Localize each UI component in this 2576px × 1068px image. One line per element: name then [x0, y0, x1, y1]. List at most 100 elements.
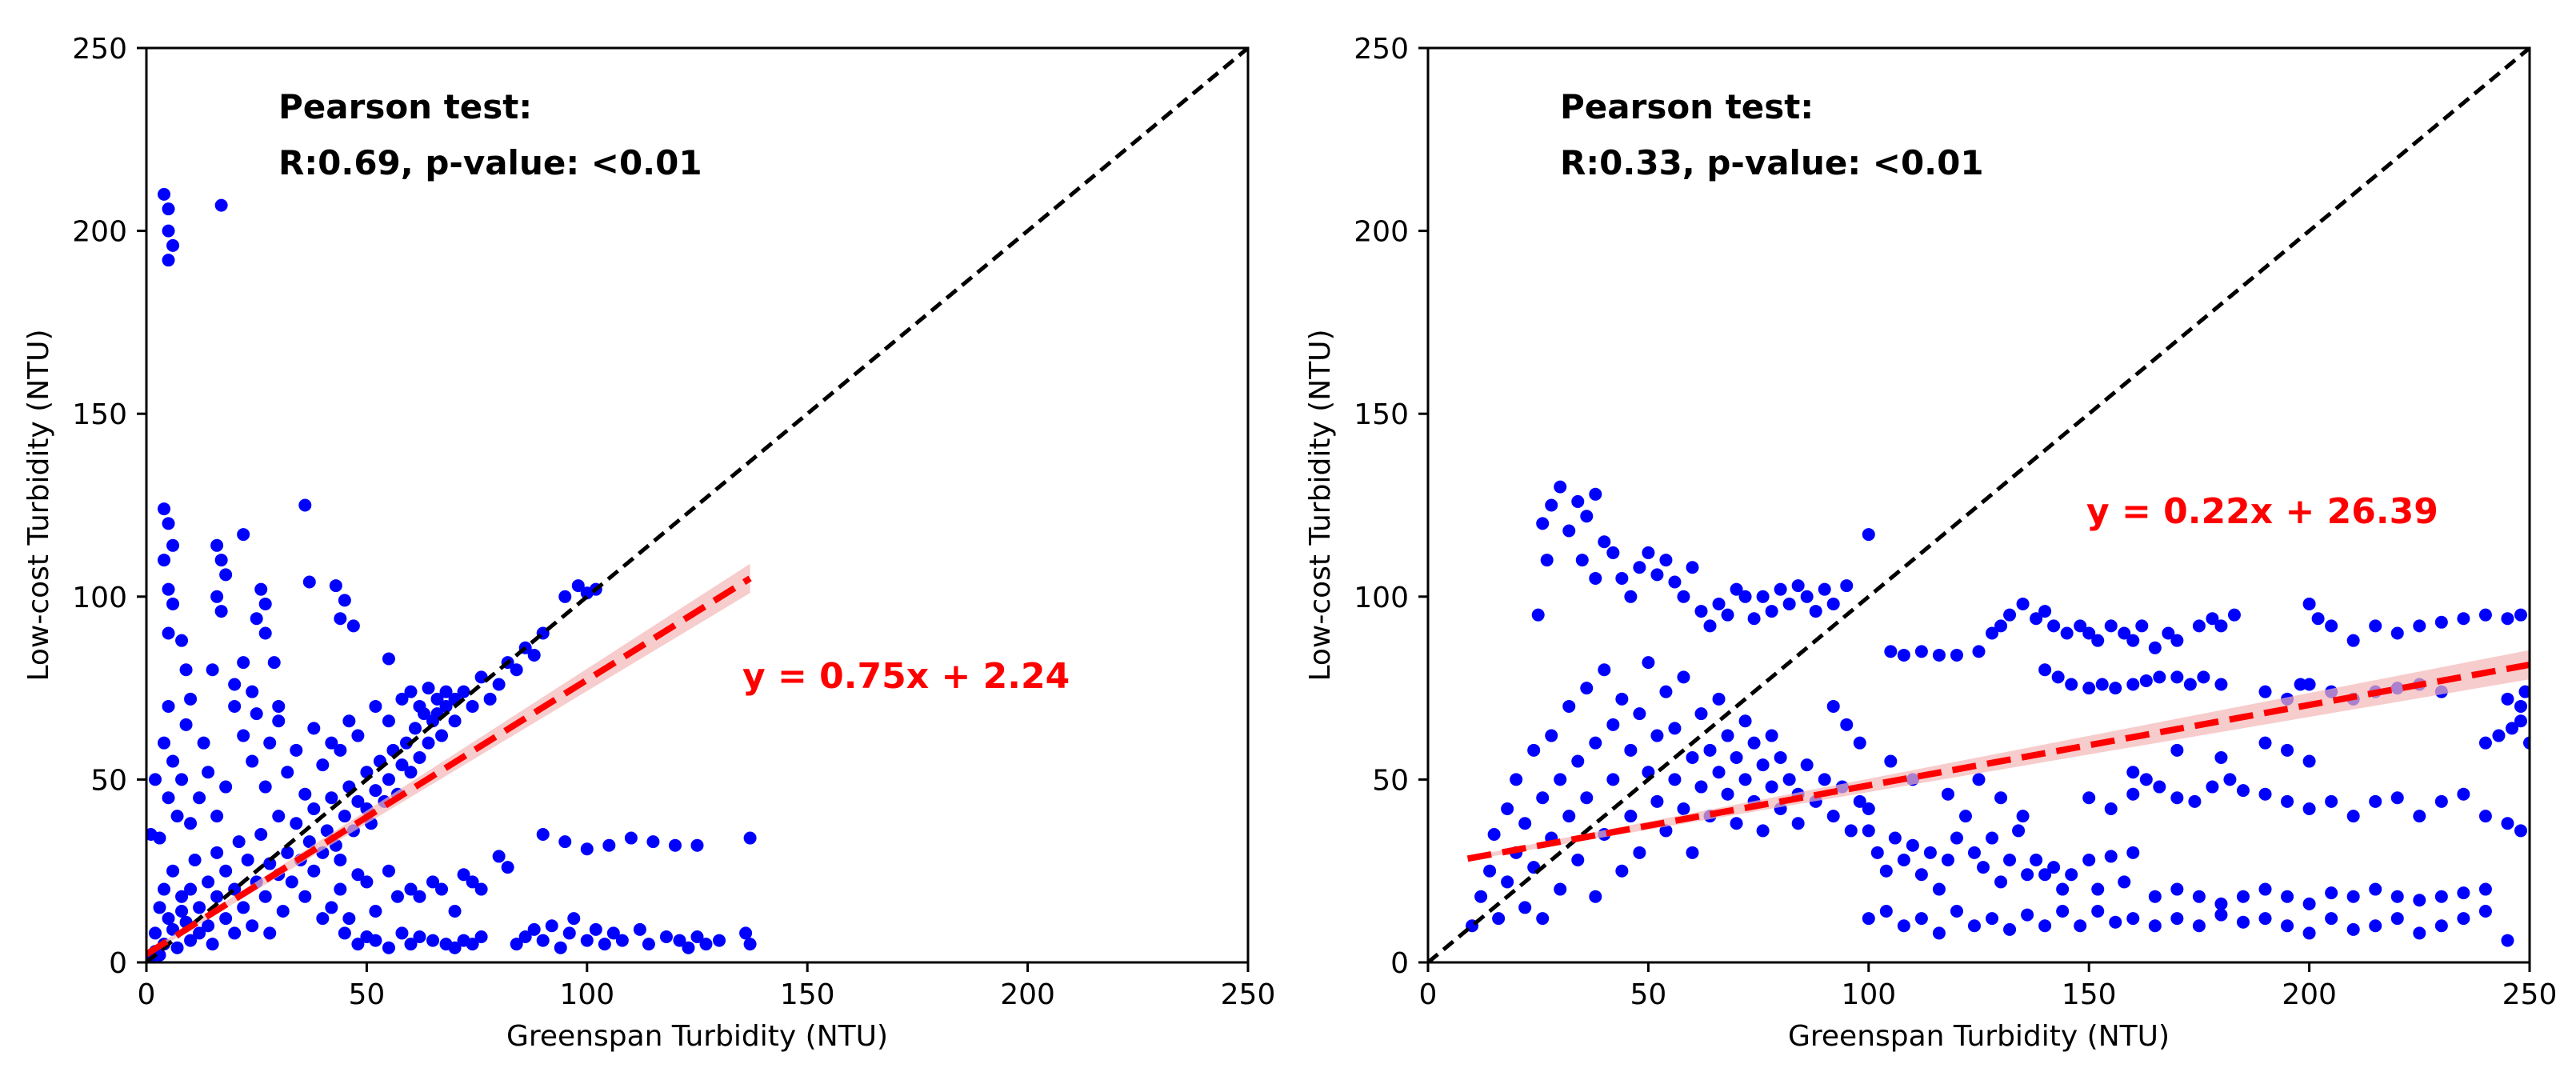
scatter-point	[2514, 824, 2527, 838]
scatter-point	[1914, 912, 1928, 926]
y-tick-label: 200	[1354, 216, 1409, 249]
scatter-point	[250, 612, 263, 626]
scatter-point	[2192, 919, 2206, 933]
scatter-point	[1840, 579, 1854, 593]
scatter-point	[1870, 846, 1884, 859]
scatter-point	[1756, 824, 1770, 838]
scatter-point	[272, 699, 286, 713]
scatter-point	[1686, 846, 1699, 859]
scatter-point	[2030, 853, 2043, 866]
scatter-point	[206, 938, 219, 951]
scatter-point	[166, 754, 180, 768]
scatter-point	[2170, 670, 2184, 684]
scatter-point	[1580, 791, 1594, 805]
scatter-point	[2065, 868, 2078, 882]
scatter-point	[1972, 645, 1986, 658]
scatter-point	[492, 678, 506, 691]
scatter-point	[1986, 626, 1999, 640]
regression-equation: y = 0.75x + 2.24	[742, 656, 1070, 697]
y-axis-label: Low-cost Turbidity (NTU)	[22, 329, 55, 681]
scatter-point	[250, 707, 263, 721]
scatter-point	[1615, 571, 1629, 585]
scatter-point	[404, 882, 418, 896]
scatter-point	[2281, 919, 2294, 933]
pearson-result: R:0.33, p-value: <0.01	[1560, 143, 1984, 182]
scatter-point	[1747, 612, 1761, 626]
x-tick-label: 200	[2282, 978, 2337, 1011]
scatter-point	[1575, 554, 1589, 567]
scatter-point	[2038, 868, 2052, 882]
scatter-point	[184, 817, 198, 830]
scatter-point	[2170, 743, 2184, 757]
scatter-point	[571, 579, 585, 593]
scatter-point	[1554, 773, 1567, 786]
scatter-point	[175, 634, 189, 647]
scatter-point	[558, 835, 572, 849]
scatter-point	[1994, 875, 2008, 889]
scatter-point	[1598, 535, 1611, 549]
scatter-point	[382, 652, 395, 666]
scatter-point	[2065, 678, 2078, 691]
scatter-point	[153, 901, 166, 914]
scatter-point	[501, 861, 514, 874]
y-tick-label: 0	[1390, 947, 1409, 980]
scatter-point	[615, 934, 629, 947]
scatter-point	[1941, 853, 1954, 866]
scatter-point	[690, 930, 704, 943]
scatter-point	[1650, 729, 1664, 742]
scatter-point	[2135, 619, 2149, 633]
scatter-point	[2346, 922, 2360, 936]
scatter-point	[237, 656, 250, 670]
scatter-point	[2162, 626, 2175, 640]
scatter-point	[2325, 912, 2338, 926]
scatter-point	[2413, 810, 2426, 823]
scatter-point	[1487, 827, 1501, 841]
scatter-point	[1712, 597, 1726, 610]
scatter-point	[2188, 794, 2202, 808]
scatter-point	[2390, 890, 2404, 903]
scatter-point	[158, 736, 171, 750]
scatter-point	[1545, 498, 1558, 512]
scatter-point	[2126, 846, 2140, 859]
scatter-point	[1668, 773, 1682, 786]
scatter-point	[1721, 608, 1734, 622]
scatter-point	[426, 875, 440, 889]
scatter-point	[395, 926, 409, 940]
scatter-point	[219, 912, 233, 926]
scatter-point	[2139, 773, 2153, 786]
scatter-point	[1756, 590, 1770, 603]
scatter-point	[237, 729, 250, 742]
scatter-point	[2170, 791, 2184, 805]
scatter-point	[1923, 846, 1937, 859]
scatter-point	[2038, 663, 2052, 677]
scatter-point	[2126, 787, 2140, 801]
scatter-point	[2236, 784, 2250, 798]
scatter-point	[1501, 802, 1514, 815]
scatter-point	[338, 810, 351, 823]
scatter-point	[1659, 685, 1673, 698]
scatter-point	[2369, 794, 2382, 808]
scatter-point	[1633, 707, 1646, 721]
scatter-point	[202, 875, 215, 889]
scatter-point	[1598, 663, 1611, 677]
scatter-point	[320, 824, 334, 838]
scatter-point	[1694, 780, 1708, 794]
scatter-point	[351, 868, 365, 882]
scatter-point	[1633, 561, 1646, 574]
scatter-point	[422, 736, 435, 750]
scatter-point	[206, 663, 219, 677]
scatter-point	[302, 575, 316, 589]
scatter-point	[193, 791, 206, 805]
scatter-point	[2091, 882, 2105, 896]
scatter-point	[1531, 608, 1545, 622]
scatter-point	[2390, 791, 2404, 805]
scatter-point	[382, 864, 395, 878]
scatter-point	[1730, 750, 1743, 764]
scatter-point	[413, 890, 426, 903]
scatter-point	[166, 597, 180, 610]
scatter-point	[2051, 670, 2065, 684]
scatter-point	[554, 941, 567, 954]
scatter-point	[334, 612, 347, 626]
scatter-point	[1932, 926, 1946, 940]
